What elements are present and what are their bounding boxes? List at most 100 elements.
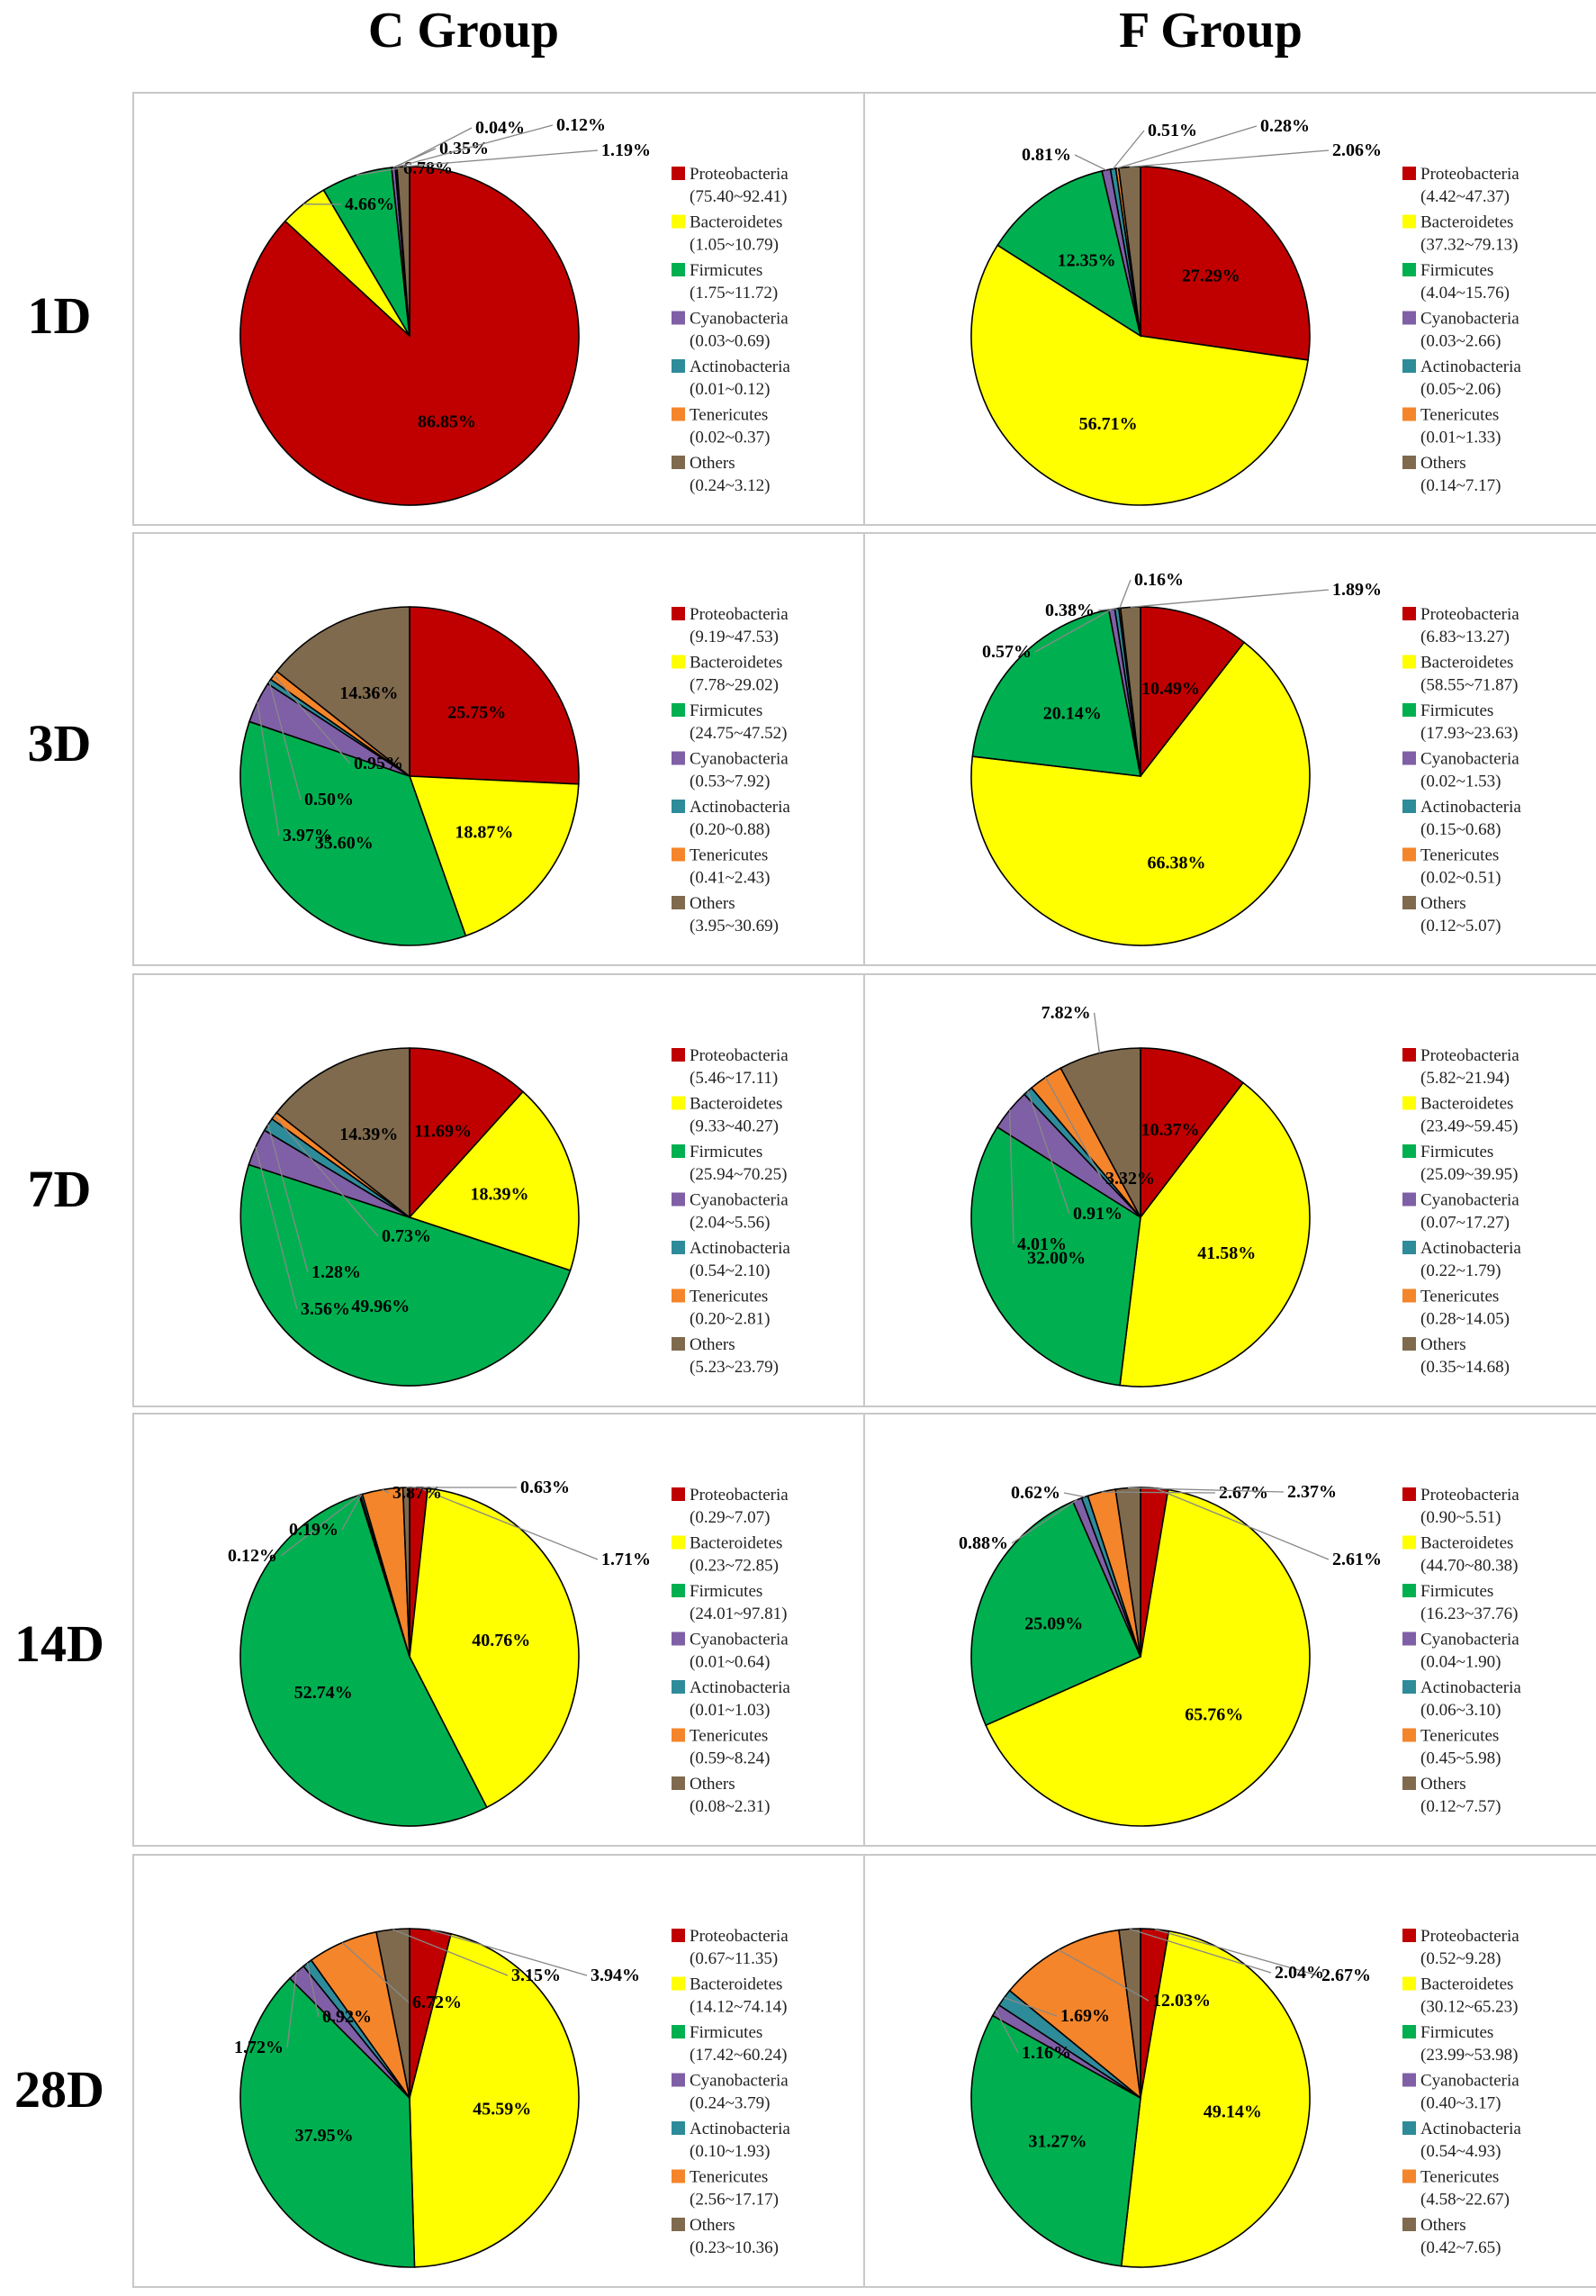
legend-range-cyanobacteria: (0.07~17.27) — [1420, 1214, 1510, 1233]
legend-range-bacteroidetes: (58.55~71.87) — [1420, 676, 1518, 695]
legend-swatch-actinobacteria — [1402, 2121, 1416, 2135]
legend-label-tenericutes: Tenericutes — [690, 406, 768, 425]
legend-range-actinobacteria: (0.01~0.12) — [690, 380, 770, 399]
leader-line — [255, 1146, 298, 1310]
legend-range-cyanobacteria: (0.04~1.90) — [1420, 1653, 1501, 1672]
legend-range-tenericutes: (0.59~8.24) — [690, 1749, 770, 1768]
slice-value-label: 3.32% — [1105, 1169, 1155, 1189]
legend-label-bacteroidetes: Bacteroidetes — [690, 213, 782, 232]
legend-range-cyanobacteria: (0.02~1.53) — [1420, 773, 1501, 791]
legend-label-tenericutes: Tenericutes — [690, 1288, 768, 1306]
legend-range-proteobacteria: (0.90~5.51) — [1420, 1508, 1501, 1527]
pie-slice-bacteroidetes — [1119, 1081, 1311, 1388]
legend-swatch-proteobacteria — [1402, 1487, 1416, 1501]
legend-label-bacteroidetes: Bacteroidetes — [690, 1975, 782, 1994]
legend-swatch-proteobacteria — [672, 167, 685, 180]
legend-range-actinobacteria: (0.54~4.93) — [1420, 2142, 1501, 2161]
legend-label-firmicutes: Firmicutes — [1420, 261, 1493, 280]
legend-swatch-cyanobacteria — [672, 2073, 685, 2087]
slice-value-label: 2.67% — [1321, 1966, 1371, 1985]
pie-panel-f-3d: 10.49% 66.38% 20.14% 0.57% 0.38% 0.16% 1.89% Pr… — [863, 532, 1596, 966]
legend-range-proteobacteria: (5.82~21.94) — [1420, 1069, 1510, 1088]
leader-line — [1101, 1491, 1216, 1494]
legend-range-others: (0.12~7.57) — [1420, 1797, 1501, 1816]
leader-line — [1154, 1929, 1319, 1976]
leader-line — [395, 127, 473, 168]
legend-range-bacteroidetes: (44.70~80.38) — [1420, 1557, 1518, 1576]
legend-label-tenericutes: Tenericutes — [1420, 1727, 1499, 1746]
pie-slice-others — [275, 606, 410, 778]
slice-value-label: 41.58% — [1197, 1243, 1256, 1263]
slice-value-label: 0.62% — [1011, 1483, 1060, 1503]
leader-line — [1058, 1949, 1150, 2002]
legend-label-firmicutes: Firmicutes — [1420, 2023, 1493, 2042]
legend-range-tenericutes: (0.28~14.05) — [1420, 1310, 1510, 1329]
legend-label-cyanobacteria: Cyanobacteria — [1420, 750, 1519, 769]
legend-range-bacteroidetes: (23.49~59.45) — [1420, 1117, 1518, 1136]
pie-slice-firmicutes — [996, 169, 1142, 338]
slice-value-label: 56.71% — [1079, 414, 1138, 434]
legend-swatch-bacteroidetes — [1402, 1096, 1416, 1110]
legend-swatch-tenericutes — [1402, 847, 1416, 862]
legend-label-proteobacteria: Proteobacteria — [690, 1927, 789, 1946]
legend-label-firmicutes: Firmicutes — [1420, 701, 1493, 720]
legend-swatch-cyanobacteria — [1402, 1632, 1416, 1646]
legend-label-actinobacteria: Actinobacteria — [1420, 357, 1521, 376]
leader-line — [382, 1488, 390, 1494]
legend-swatch-tenericutes — [672, 847, 685, 862]
pie-slice-firmicutes — [970, 1125, 1141, 1387]
legend-swatch-others — [672, 1337, 685, 1351]
row-label-7d: 7D — [28, 1160, 92, 1218]
legend-label-proteobacteria: Proteobacteria — [1420, 605, 1519, 624]
leader-line — [418, 1487, 599, 1560]
legend-range-others: (0.42~7.65) — [1420, 2238, 1501, 2257]
legend-range-firmicutes: (23.99~53.98) — [1420, 2046, 1518, 2065]
legend-swatch-proteobacteria — [672, 1487, 685, 1501]
leader-line — [1129, 1928, 1272, 1974]
legend-swatch-cyanobacteria — [672, 311, 685, 325]
legend-swatch-cyanobacteria — [1402, 1192, 1416, 1207]
legend-label-cyanobacteria: Cyanobacteria — [690, 1631, 789, 1650]
legend-range-cyanobacteria: (0.40~3.17) — [1420, 2094, 1501, 2113]
legend-swatch-firmicutes — [1402, 1584, 1416, 1597]
legend-range-others: (0.24~3.12) — [690, 476, 770, 495]
legend-label-cyanobacteria: Cyanobacteria — [1420, 1191, 1519, 1210]
slice-value-label: 1.19% — [601, 140, 651, 160]
pie-slice-proteobacteria — [1140, 166, 1311, 361]
legend-range-proteobacteria: (75.40~92.41) — [690, 187, 787, 206]
legend-label-bacteroidetes: Bacteroidetes — [690, 1095, 782, 1114]
slice-value-label: 3.97% — [283, 826, 332, 845]
legend-range-cyanobacteria: (0.53~7.92) — [690, 773, 770, 791]
slice-value-label: 10.37% — [1141, 1120, 1200, 1140]
legend-label-tenericutes: Tenericutes — [690, 846, 768, 865]
legend-swatch-bacteroidetes — [672, 1535, 685, 1550]
legend-swatch-tenericutes — [672, 2169, 685, 2183]
legend-label-others: Others — [1420, 454, 1466, 473]
slice-value-label: 0.16% — [1134, 570, 1184, 590]
legend-swatch-tenericutes — [1402, 2169, 1416, 2183]
legend-range-tenericutes: (2.56~17.17) — [690, 2191, 779, 2210]
pie-slice-others — [275, 1047, 410, 1219]
legend-swatch-firmicutes — [1402, 703, 1416, 717]
legend-label-proteobacteria: Proteobacteria — [690, 165, 789, 184]
legend-swatch-actinobacteria — [672, 2121, 685, 2135]
legend-label-bacteroidetes: Bacteroidetes — [690, 1534, 782, 1553]
leader-line — [306, 1963, 320, 2018]
slice-value-label: 2.04% — [1275, 1963, 1324, 1983]
legend-range-others: (0.14~7.17) — [1420, 476, 1501, 495]
legend-label-others: Others — [1420, 2216, 1466, 2235]
legend-label-cyanobacteria: Cyanobacteria — [690, 750, 789, 769]
legend-swatch-others — [672, 896, 685, 909]
legend-label-tenericutes: Tenericutes — [690, 2168, 768, 2187]
pie-slice-bacteroidetes — [970, 641, 1311, 946]
slice-value-label: 10.49% — [1141, 679, 1200, 699]
legend-label-actinobacteria: Actinobacteria — [690, 1239, 790, 1258]
legend-swatch-actinobacteria — [672, 1241, 685, 1254]
leader-line — [341, 1942, 410, 2003]
legend-range-firmicutes: (4.04~15.76) — [1420, 284, 1510, 303]
row-label-14d: 14D — [14, 1614, 104, 1673]
legend-range-cyanobacteria: (0.03~2.66) — [1420, 332, 1501, 351]
legend-range-actinobacteria: (0.05~2.06) — [1420, 380, 1501, 399]
legend-swatch-others — [1402, 1337, 1416, 1351]
legend-range-bacteroidetes: (14.12~74.14) — [690, 1998, 787, 2017]
